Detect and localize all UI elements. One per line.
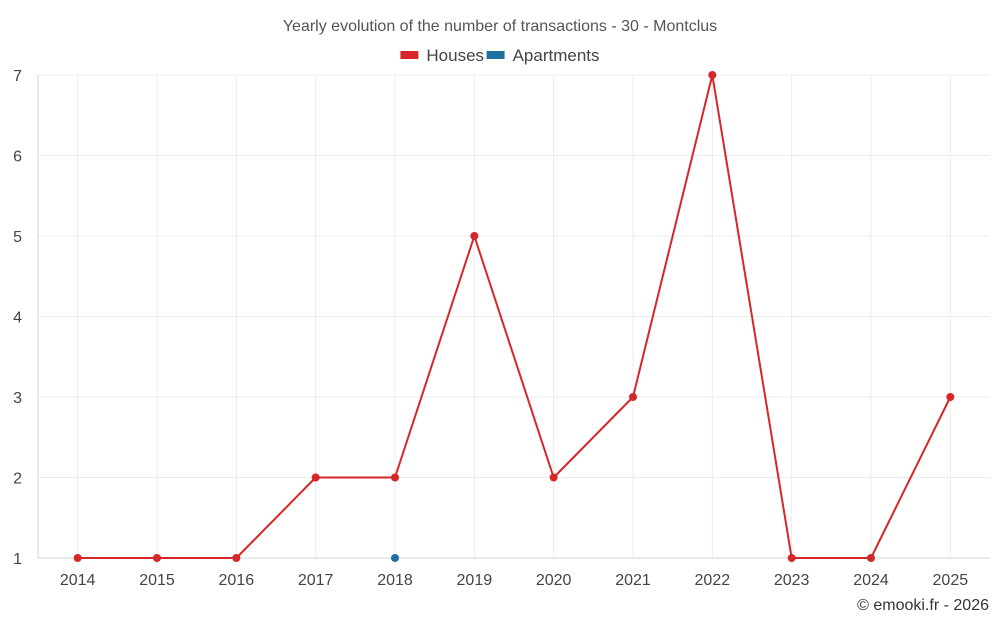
x-tick-label: 2015 <box>139 572 175 589</box>
legend-label-houses[interactable]: Houses <box>426 46 484 65</box>
data-point-houses[interactable] <box>73 554 82 562</box>
axes: 1 2 3 4 5 6 7 2014 2015 2016 2017 2018 2019 2020 2021 2… <box>13 68 990 589</box>
x-tick-label: 2016 <box>219 572 255 589</box>
data-point-houses[interactable] <box>232 554 241 562</box>
data-point-houses[interactable] <box>867 554 875 562</box>
series-line-houses <box>77 74 952 559</box>
data-point-houses[interactable] <box>311 473 320 482</box>
y-tick-label: 7 <box>13 68 22 85</box>
x-tick-label: 2018 <box>377 572 413 589</box>
legend-swatch-apartments <box>486 51 505 59</box>
y-tick-label: 2 <box>13 471 22 488</box>
x-tick-label: 2024 <box>853 572 889 589</box>
data-point-houses[interactable] <box>946 393 955 401</box>
y-tick-label: 5 <box>13 229 22 246</box>
grid <box>38 74 990 558</box>
data-point-houses[interactable] <box>549 473 558 482</box>
data-point-houses[interactable] <box>629 393 637 401</box>
y-tick-label: 1 <box>13 551 22 568</box>
x-tick-label: 2025 <box>933 572 969 589</box>
x-tick-label: 2019 <box>457 572 493 589</box>
y-tick-label: 4 <box>13 310 22 327</box>
x-tick-label: 2014 <box>60 572 96 589</box>
data-point-houses[interactable] <box>470 232 479 240</box>
data-point-houses[interactable] <box>708 71 717 79</box>
legend: Houses Apartments <box>400 46 600 65</box>
data-point-apartments[interactable] <box>391 554 399 562</box>
data-point-houses[interactable] <box>391 473 399 482</box>
x-tick-label: 2022 <box>695 572 731 589</box>
x-tick-label: 2017 <box>298 572 334 589</box>
y-tick-label: 3 <box>13 390 22 407</box>
x-tick-label: 2020 <box>536 572 572 589</box>
data-point-houses[interactable] <box>153 554 161 562</box>
x-tick-label: 2023 <box>774 572 810 589</box>
chart-title: Yearly evolution of the number of transa… <box>283 18 717 35</box>
series <box>73 71 955 562</box>
legend-label-apartments[interactable]: Apartments <box>513 46 600 65</box>
data-point-houses[interactable] <box>787 554 796 562</box>
legend-swatch-houses <box>400 51 419 59</box>
x-tick-label: 2021 <box>615 572 651 589</box>
y-tick-label: 6 <box>13 149 22 166</box>
credit-text: © emooki.fr - 2026 <box>857 597 989 614</box>
